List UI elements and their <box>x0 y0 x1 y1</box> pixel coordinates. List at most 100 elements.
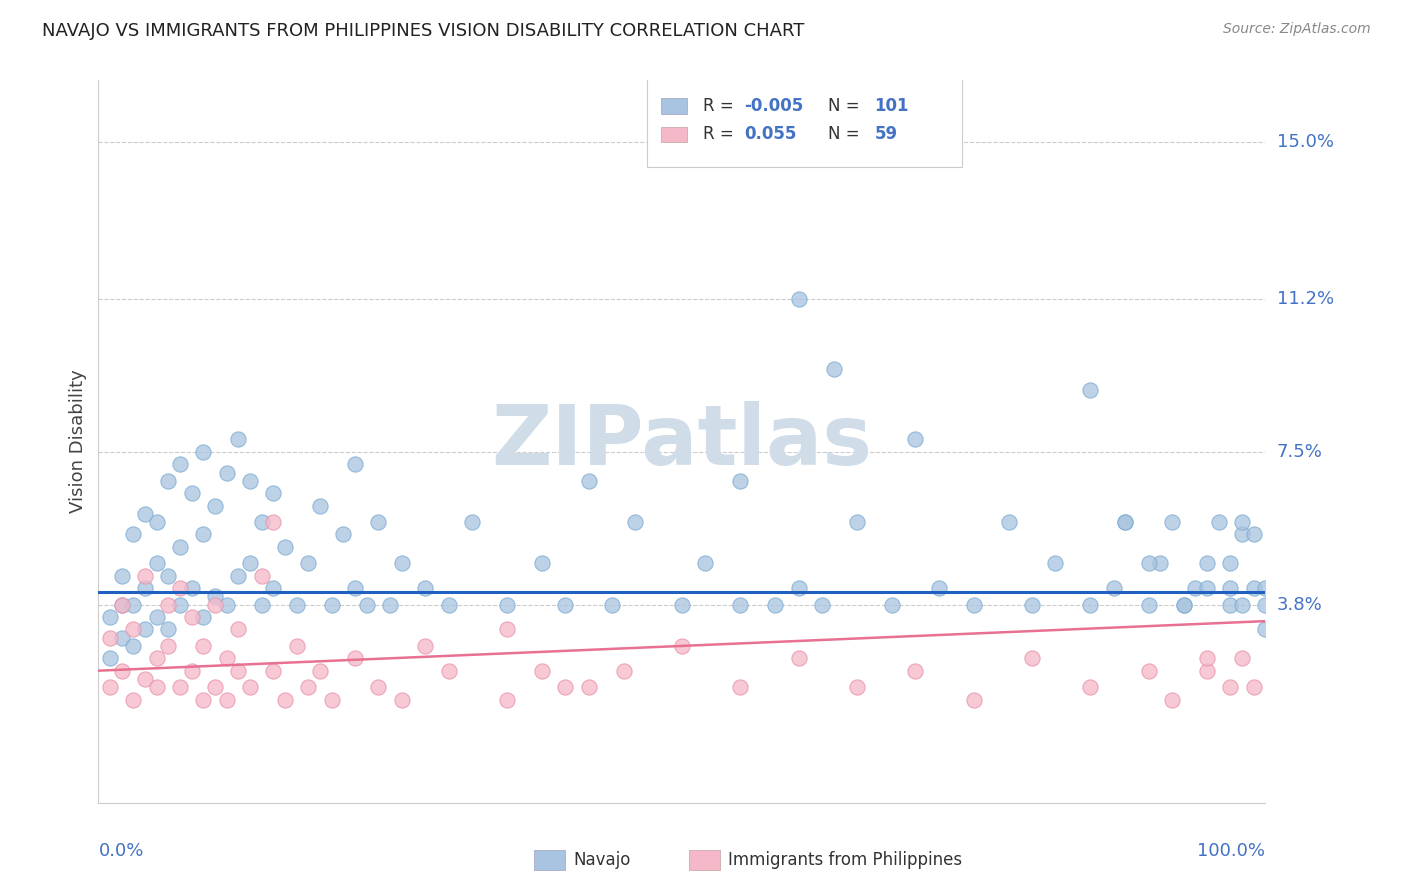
Point <box>146 680 169 694</box>
Text: 3.8%: 3.8% <box>1277 596 1322 614</box>
Text: N =: N = <box>828 126 865 144</box>
Point <box>285 598 308 612</box>
Point <box>1173 598 1195 612</box>
Point <box>250 515 273 529</box>
Point <box>169 540 191 554</box>
Point <box>1195 664 1218 678</box>
Point <box>344 581 367 595</box>
Text: -0.005: -0.005 <box>744 96 803 114</box>
Point <box>239 474 262 488</box>
Bar <box>661 97 686 113</box>
Point <box>1161 515 1184 529</box>
Point <box>1254 598 1277 612</box>
Point <box>1219 598 1241 612</box>
Point <box>530 557 553 571</box>
Bar <box>661 127 686 143</box>
Point <box>1230 527 1253 541</box>
Point <box>228 623 250 637</box>
Text: 11.2%: 11.2% <box>1277 290 1334 308</box>
Point <box>122 527 145 541</box>
Point <box>1195 557 1218 571</box>
Point <box>1137 598 1160 612</box>
Point <box>204 499 226 513</box>
Point <box>344 457 367 471</box>
Point <box>193 610 215 624</box>
Text: N =: N = <box>828 96 865 114</box>
Point <box>262 515 284 529</box>
Point <box>1114 515 1136 529</box>
Point <box>1161 692 1184 706</box>
Point <box>157 474 180 488</box>
Point <box>413 639 436 653</box>
Point <box>193 445 215 459</box>
Text: 0.055: 0.055 <box>744 126 796 144</box>
Text: 0.0%: 0.0% <box>98 842 143 860</box>
Point <box>1184 581 1206 595</box>
Point <box>1243 680 1265 694</box>
Text: 15.0%: 15.0% <box>1277 133 1333 152</box>
Point <box>962 598 984 612</box>
Point <box>262 486 284 500</box>
Point <box>204 590 226 604</box>
Point <box>367 515 389 529</box>
Point <box>613 664 636 678</box>
Text: Source: ZipAtlas.com: Source: ZipAtlas.com <box>1223 22 1371 37</box>
Point <box>1080 598 1102 612</box>
Point <box>134 623 156 637</box>
Point <box>1230 598 1253 612</box>
Point <box>1021 651 1043 665</box>
Point <box>391 692 413 706</box>
Point <box>600 598 623 612</box>
Point <box>367 680 389 694</box>
Point <box>262 664 284 678</box>
Point <box>1102 581 1125 595</box>
Point <box>239 680 262 694</box>
Point <box>846 680 869 694</box>
Point <box>180 581 202 595</box>
Point <box>98 680 121 694</box>
Point <box>578 474 600 488</box>
Point <box>1021 598 1043 612</box>
Point <box>380 598 402 612</box>
Point <box>1230 651 1253 665</box>
Point <box>309 499 332 513</box>
Point <box>391 557 413 571</box>
Text: Navajo: Navajo <box>574 851 631 869</box>
Point <box>1080 680 1102 694</box>
Point <box>321 598 343 612</box>
Point <box>730 598 752 612</box>
Point <box>904 664 927 678</box>
Point <box>496 692 519 706</box>
Point <box>193 527 215 541</box>
Point <box>180 486 202 500</box>
Point <box>413 581 436 595</box>
Point <box>1243 581 1265 595</box>
Point <box>111 664 134 678</box>
Point <box>1243 527 1265 541</box>
Point <box>1114 515 1136 529</box>
Point <box>671 598 693 612</box>
Point <box>787 651 810 665</box>
Point <box>134 568 156 582</box>
Point <box>880 598 903 612</box>
Point <box>496 598 519 612</box>
Point <box>215 651 238 665</box>
Point <box>1195 581 1218 595</box>
Point <box>730 680 752 694</box>
Point <box>437 664 460 678</box>
Point <box>215 466 238 480</box>
Text: ZIPatlas: ZIPatlas <box>492 401 872 482</box>
Point <box>146 610 169 624</box>
Point <box>204 598 226 612</box>
Text: 100.0%: 100.0% <box>1198 842 1265 860</box>
Text: Immigrants from Philippines: Immigrants from Philippines <box>728 851 963 869</box>
Point <box>157 623 180 637</box>
Point <box>787 581 810 595</box>
Point <box>228 568 250 582</box>
Point <box>98 631 121 645</box>
Point <box>997 515 1019 529</box>
Point <box>98 610 121 624</box>
Point <box>496 623 519 637</box>
Point <box>962 692 984 706</box>
Point <box>1137 664 1160 678</box>
